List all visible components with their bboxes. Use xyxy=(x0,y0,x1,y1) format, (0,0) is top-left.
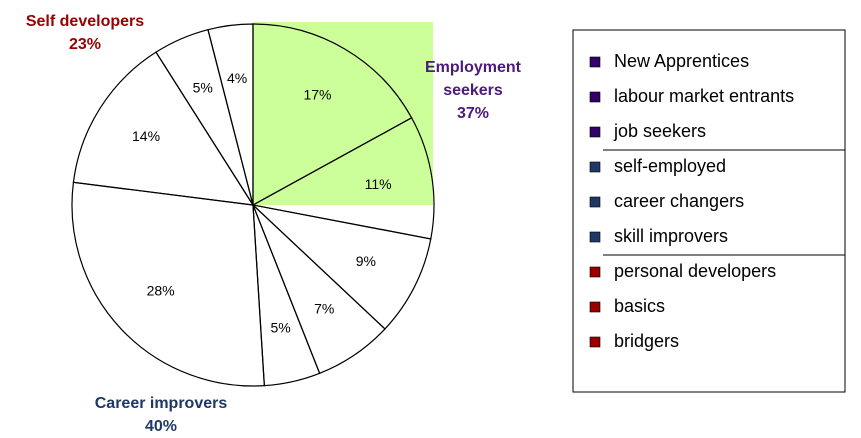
pie-slice xyxy=(252,23,413,207)
legend-swatch xyxy=(589,231,601,243)
group-value: 40% xyxy=(144,418,178,435)
legend-swatch xyxy=(589,161,601,173)
group-value: 23% xyxy=(68,36,102,53)
group-value: 37% xyxy=(456,105,490,122)
legend-label: labour market entrants xyxy=(614,86,794,106)
group-label: Self developers 23% xyxy=(0,10,170,56)
legend-swatch xyxy=(589,56,601,68)
pie-slice xyxy=(155,28,254,206)
legend-swatch xyxy=(589,336,601,348)
legend-label: skill improvers xyxy=(614,226,728,246)
legend-box xyxy=(572,29,846,393)
pie-slice xyxy=(71,181,266,387)
legend-swatch xyxy=(589,196,601,208)
pie-slice xyxy=(72,51,255,206)
legend-swatch xyxy=(589,301,601,313)
group-label: Career improvers 40% xyxy=(61,392,261,438)
slice-label: 9% xyxy=(356,253,376,269)
legend-label: job seekers xyxy=(613,121,706,141)
group-name: Employment seekers xyxy=(424,59,521,99)
slice-label: 17% xyxy=(303,87,331,103)
slice-label: 5% xyxy=(271,319,291,335)
legend-swatch xyxy=(589,91,601,103)
legend-label: self-employed xyxy=(614,156,726,176)
slice-label: 11% xyxy=(365,176,392,192)
group-name: Self developers xyxy=(25,13,145,30)
legend-label: bridgers xyxy=(614,331,679,351)
legend-label: basics xyxy=(614,296,665,316)
pie-slice xyxy=(251,116,435,240)
legend-swatch xyxy=(589,126,601,138)
pie-slice xyxy=(207,23,254,206)
pie-slice xyxy=(252,204,386,375)
slice-label: 14% xyxy=(132,128,160,144)
slice-label: 4% xyxy=(227,70,247,86)
slice-label: 28% xyxy=(147,282,175,298)
group-name: Career improvers xyxy=(94,395,228,412)
slice-label: 7% xyxy=(314,300,334,316)
legend-label: career changers xyxy=(614,191,744,211)
legend-swatch xyxy=(589,266,601,278)
pie-slice xyxy=(251,204,432,330)
group-label: Employment seekers 37% xyxy=(405,56,541,125)
legend-label: personal developers xyxy=(614,261,776,281)
legend-label: New Apprentices xyxy=(614,51,749,71)
slice-label: 5% xyxy=(193,79,213,95)
highlight xyxy=(253,22,433,205)
